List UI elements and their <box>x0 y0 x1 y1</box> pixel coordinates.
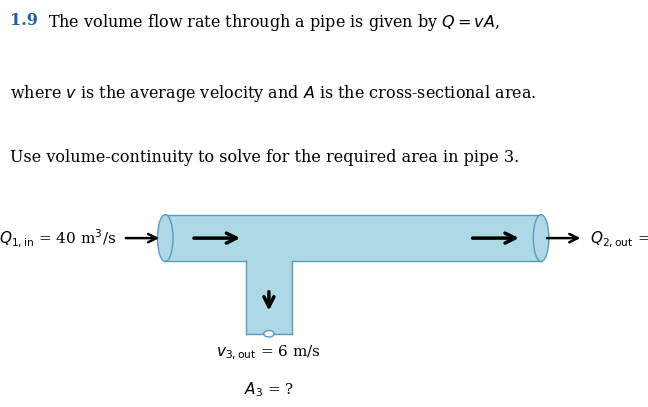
Text: $Q_{1,\mathrm{in}}$ = 40 m$^3$/s: $Q_{1,\mathrm{in}}$ = 40 m$^3$/s <box>0 227 117 249</box>
Circle shape <box>264 330 274 337</box>
Text: Use volume-continuity to solve for the required area in pipe 3.: Use volume-continuity to solve for the r… <box>10 149 519 166</box>
Text: $A_3$ = ?: $A_3$ = ? <box>244 381 294 399</box>
Text: 1.9: 1.9 <box>10 12 38 29</box>
Ellipse shape <box>533 215 549 262</box>
Text: The volume flow rate through a pipe is given by $Q = vA$,: The volume flow rate through a pipe is g… <box>48 12 500 33</box>
Text: $Q_{2,\mathrm{out}}$ = 20 m$^3$/s: $Q_{2,\mathrm{out}}$ = 20 m$^3$/s <box>590 227 648 249</box>
Bar <box>165 215 541 262</box>
Text: $v_{3,\mathrm{out}}$ = 6 m/s: $v_{3,\mathrm{out}}$ = 6 m/s <box>216 344 321 362</box>
Text: where $v$ is the average velocity and $A$ is the cross-sectional area.: where $v$ is the average velocity and $A… <box>10 83 537 105</box>
Ellipse shape <box>157 215 173 262</box>
Bar <box>246 262 292 334</box>
